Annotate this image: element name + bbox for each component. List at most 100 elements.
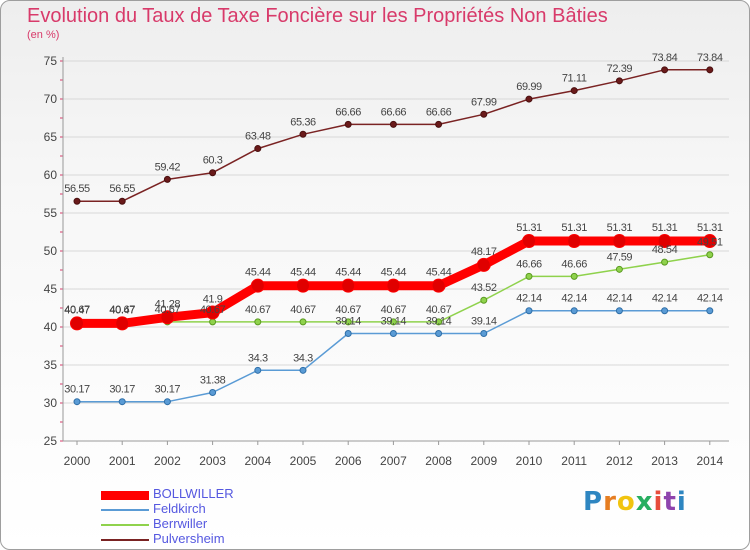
data-point (661, 258, 669, 266)
chart-title: Evolution du Taux de Taxe Foncière sur l… (27, 5, 608, 27)
logo-letter: t (663, 487, 677, 517)
data-point (567, 234, 582, 249)
data-label: 40.67 (200, 304, 226, 316)
data-point (480, 110, 488, 118)
x-tick-label: 2005 (290, 454, 317, 468)
legend-swatch (101, 509, 149, 511)
x-tick-label: 2012 (606, 454, 633, 468)
x-tick-label: 2008 (425, 454, 452, 468)
data-point (706, 251, 714, 259)
data-label: 46.66 (561, 258, 587, 270)
data-point (615, 265, 623, 273)
data-point (522, 234, 536, 249)
data-point (525, 272, 533, 280)
legend-swatch (101, 490, 149, 500)
data-point (344, 330, 352, 338)
data-label: 51.31 (652, 222, 678, 234)
data-point (341, 278, 356, 293)
data-point (525, 95, 533, 103)
data-label: 30.17 (155, 384, 181, 396)
data-label: 48.17 (471, 246, 497, 258)
data-point (706, 66, 714, 74)
data-label: 51.31 (561, 222, 587, 234)
legend-item: Berrwiller (101, 516, 301, 532)
data-point (73, 197, 81, 205)
data-labels: 56.55 56.55 59.42 60.3 63.48 65.36 66.66 66.66 6… (64, 52, 723, 396)
data-label: 65.36 (290, 116, 316, 128)
legend-label: Pulversheim (153, 531, 225, 546)
data-label: 43.52 (471, 282, 497, 294)
y-tick-label: 50 (44, 244, 58, 258)
data-point (661, 307, 669, 315)
data-label: 67.99 (471, 96, 497, 108)
data-point (435, 318, 443, 326)
y-tick-label: 65 (44, 130, 58, 144)
data-point (389, 120, 397, 128)
data-label: 51.31 (697, 222, 723, 234)
data-label: 31.38 (200, 375, 226, 387)
data-point (570, 307, 578, 315)
x-tick-label: 2013 (651, 454, 678, 468)
x-tick-label: 2010 (516, 454, 543, 468)
data-label: 45.44 (426, 267, 452, 279)
data-point (386, 278, 401, 293)
series-line-pulversheim (76, 69, 711, 202)
logo-letter: x (635, 487, 654, 517)
data-point (209, 318, 217, 326)
data-point (296, 278, 310, 293)
data-point (163, 175, 171, 183)
data-point (480, 296, 488, 304)
data-point (615, 307, 623, 315)
data-point (299, 318, 307, 326)
x-tick-label: 2002 (154, 454, 181, 468)
data-point (389, 318, 397, 326)
data-label: 39.14 (335, 316, 361, 328)
data-label: 40.67 (335, 304, 361, 316)
data-label: 40.67 (290, 304, 316, 316)
y-axis-unit: (en %) (27, 29, 60, 41)
data-point (706, 307, 714, 315)
logo-letter: o (616, 487, 636, 517)
data-point (209, 169, 217, 177)
data-label: 46.66 (516, 258, 542, 270)
data-label: 40.67 (426, 304, 452, 316)
data-point (476, 257, 491, 272)
y-tick-label: 55 (44, 206, 58, 220)
data-point (570, 272, 578, 280)
legend: BOLLWILLER Feldkirch Berrwiller Pulversheim (101, 486, 301, 547)
y-tick-label: 30 (44, 396, 58, 410)
data-label: 56.55 (109, 183, 135, 195)
data-label: 48.54 (652, 244, 678, 256)
data-label: 59.42 (155, 161, 181, 173)
data-point (299, 130, 307, 138)
legend-swatch (101, 539, 149, 541)
data-label: 73.84 (697, 52, 723, 64)
legend-item: Feldkirch (101, 501, 301, 517)
data-label: 45.44 (335, 267, 361, 279)
data-label: 40.67 (381, 304, 407, 316)
data-point (389, 330, 397, 338)
data-label: 42.14 (516, 293, 542, 305)
data-label: 71.11 (562, 73, 587, 85)
data-label: 30.17 (64, 384, 90, 396)
data-point (250, 278, 265, 293)
y-tick-label: 45 (44, 282, 58, 296)
y-tick-label: 70 (44, 92, 58, 106)
y-tick-label: 75 (44, 54, 58, 68)
data-point (299, 366, 307, 374)
data-point (657, 234, 672, 249)
data-label: 63.48 (245, 131, 271, 143)
data-label: 56.55 (64, 183, 90, 195)
data-label: 66.66 (426, 106, 452, 118)
data-label: 34.3 (248, 352, 268, 364)
x-tick-label: 2009 (470, 454, 497, 468)
data-label: 45.44 (290, 267, 316, 279)
data-point (118, 197, 126, 205)
data-label: 51.31 (516, 222, 542, 234)
data-point (480, 330, 488, 338)
data-label: 41.28 (155, 298, 181, 310)
data-label: 72.39 (607, 63, 633, 75)
y-tick-label: 40 (44, 320, 58, 334)
data-label: 40.67 (109, 304, 135, 316)
